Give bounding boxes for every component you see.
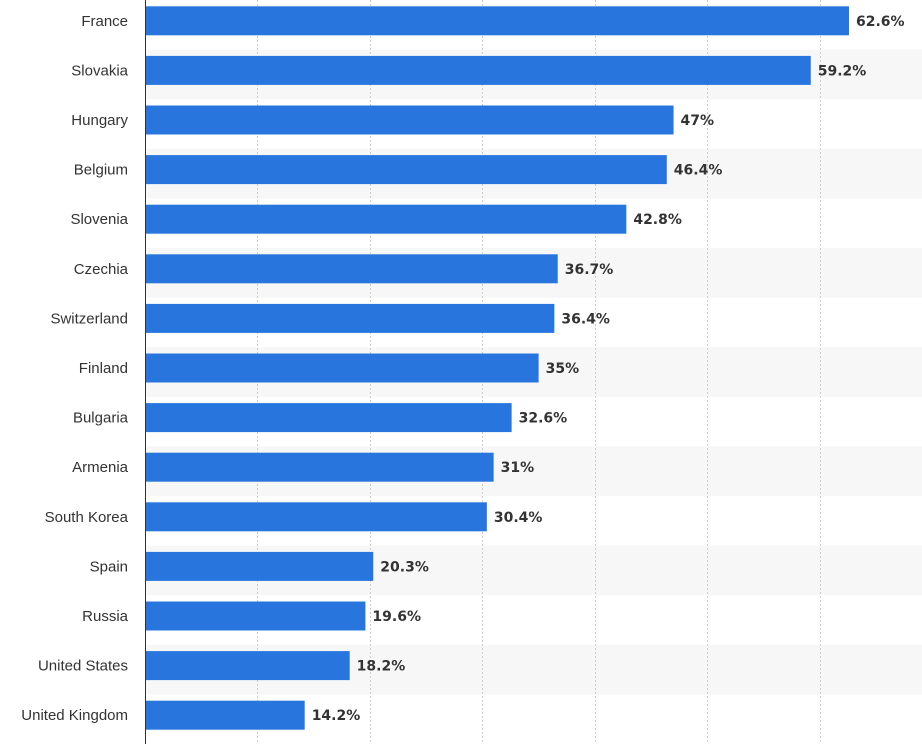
category-label: Bulgaria — [73, 410, 129, 427]
value-label: 35% — [546, 361, 580, 377]
bar — [145, 502, 487, 532]
value-label: 46.4% — [674, 163, 723, 179]
value-label: 19.6% — [372, 609, 421, 625]
bar — [145, 254, 558, 284]
category-label: Hungary — [71, 112, 128, 129]
category-label: Belgium — [74, 162, 128, 179]
category-label: Spain — [90, 558, 128, 575]
bar — [145, 55, 811, 85]
category-label: Slovakia — [71, 62, 128, 79]
bar — [145, 403, 512, 433]
category-labels: France Slovakia Hungary Belgium Slovenia Czec… — [21, 13, 128, 724]
category-label: Armenia — [72, 459, 129, 476]
bar — [145, 6, 849, 36]
category-label: United States — [38, 658, 128, 675]
bars — [145, 6, 849, 730]
bar — [145, 601, 366, 631]
bar — [145, 452, 494, 482]
value-label: 36.4% — [561, 311, 610, 327]
bar — [145, 303, 555, 333]
value-label: 59.2% — [818, 63, 867, 79]
bar — [145, 651, 350, 681]
category-label: South Korea — [45, 509, 129, 526]
bar — [145, 353, 539, 383]
value-label: 62.6% — [856, 14, 905, 30]
category-label: Russia — [82, 608, 129, 625]
category-label: Switzerland — [50, 310, 128, 327]
category-label: Finland — [79, 360, 128, 377]
category-label: Slovenia — [70, 211, 128, 228]
value-label: 36.7% — [565, 262, 614, 278]
bar — [145, 155, 667, 185]
value-label: 30.4% — [494, 510, 543, 526]
bar — [145, 204, 627, 234]
value-label: 31% — [501, 460, 535, 476]
value-label: 20.3% — [380, 559, 429, 575]
category-label: United Kingdom — [21, 707, 128, 724]
category-label: Czechia — [74, 261, 129, 278]
bar — [145, 700, 305, 730]
value-label: 42.8% — [633, 212, 682, 228]
value-label: 14.2% — [312, 708, 361, 724]
category-label: France — [81, 13, 128, 30]
value-labels: 62.6% 59.2% 47% 46.4% 42.8% 36.7% 36.4% 35% 32.6… — [312, 14, 905, 724]
value-label: 32.6% — [519, 411, 568, 427]
value-label: 18.2% — [357, 659, 406, 675]
value-label: 47% — [681, 113, 715, 129]
bar — [145, 105, 674, 135]
bar — [145, 551, 374, 581]
